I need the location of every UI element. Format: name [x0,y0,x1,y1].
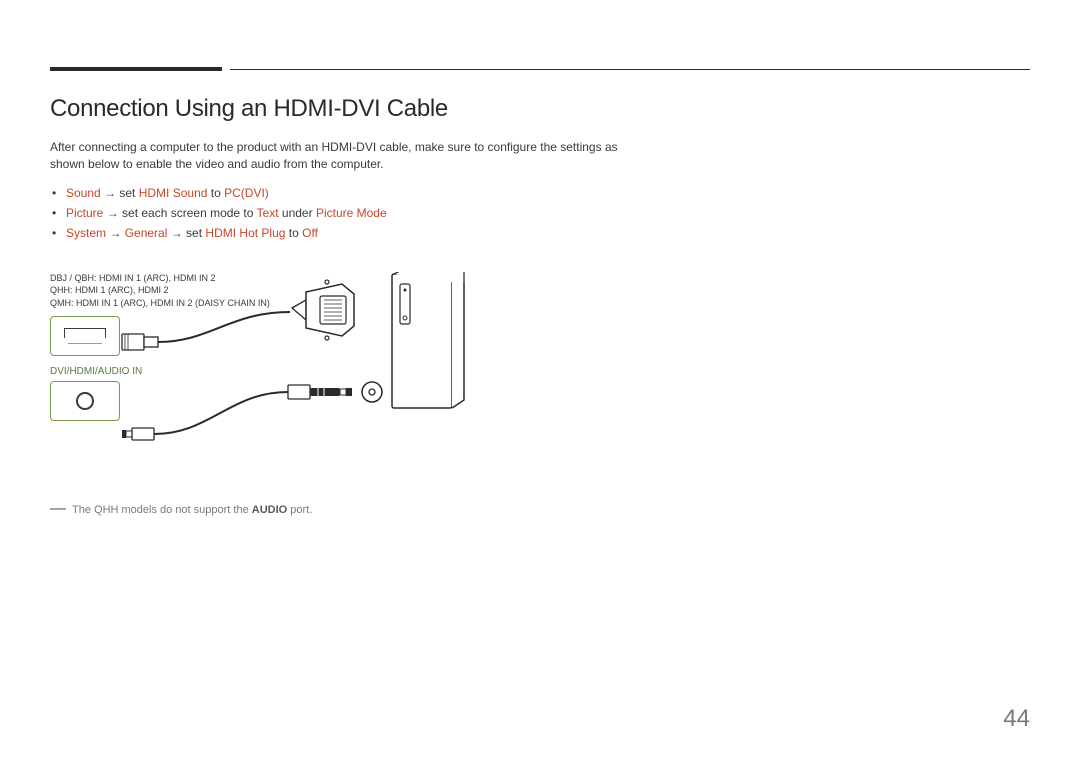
bullet-text: PC(DVI) [224,186,269,200]
header-rule-thin [230,69,1030,70]
intro-text: After connecting a computer to the produ… [50,139,630,173]
bullet-picture: Picture → set each screen mode to Text u… [66,203,630,223]
bullet-text: HDMI Hot Plug [205,226,285,240]
connection-diagram: DBJ / QBH: HDMI IN 1 (ARC), HDMI IN 2 QH… [50,272,480,492]
bullet-text: General [125,226,168,240]
header-rule [50,67,1030,71]
page-content: Connection Using an HDMI-DVI Cable After… [50,95,630,516]
page-title: Connection Using an HDMI-DVI Cable [50,95,630,123]
header-rule-thick [50,67,222,71]
bullet-system: System → General → set HDMI Hot Plug to … [66,223,630,243]
bullet-text: → [106,226,125,240]
bullet-text: HDMI Sound [139,186,208,200]
footnote: The QHH models do not support the AUDIO … [50,504,630,516]
bullet-text: → set [101,186,139,200]
bullet-text: → set each screen mode to [103,206,256,220]
note-text: The QHH models do not support the [72,504,252,516]
bullet-text: to [207,186,224,200]
bullet-text: Sound [66,186,101,200]
audio-jack-left [122,428,154,440]
bullet-text: System [66,226,106,240]
bullet-text: to [285,226,302,240]
diagram-svg [50,272,480,492]
note-text: port. [287,504,312,516]
bullet-text: Off [302,226,318,240]
bullet-text: Picture [66,206,103,220]
audio-jack-right [288,385,352,399]
bullet-sound: Sound → set HDMI Sound to PC(DVI) [66,183,630,203]
bullet-text: Picture Mode [316,206,387,220]
dvi-connector [292,280,354,340]
pc-tower-icon [392,272,464,408]
hdmi-connector-left [122,334,158,350]
settings-list: Sound → set HDMI Sound to PC(DVI) Pictur… [50,183,630,244]
page-number: 44 [1003,705,1030,733]
note-bold: AUDIO [252,504,287,516]
bullet-text: → set [167,226,205,240]
bullet-text: Text [257,206,279,220]
bullet-text: under [279,206,316,220]
